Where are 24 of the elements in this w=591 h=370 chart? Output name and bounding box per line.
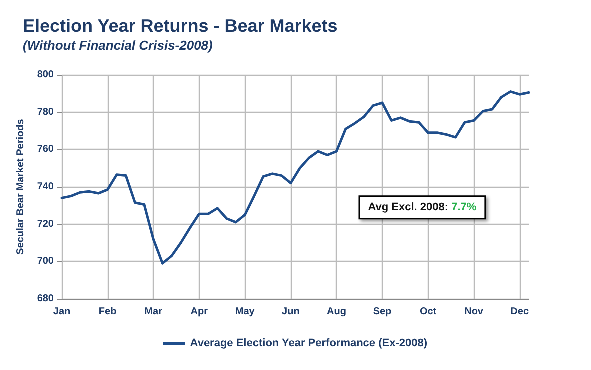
x-tick-label: Jan: [53, 306, 71, 318]
y-tick-label: 680: [37, 294, 54, 304]
y-axis-title: Secular Bear Market Periods: [16, 118, 26, 255]
line-series: [60, 90, 530, 265]
x-tick-label: Dec: [510, 306, 530, 318]
chart-title: Election Year Returns - Bear Markets: [23, 16, 338, 36]
y-tick-label: 700: [37, 256, 54, 268]
x-tick-label: Mar: [144, 306, 163, 318]
x-tick-label: May: [235, 306, 256, 318]
chart-subtitle: (Without Financial Crisis-2008): [23, 38, 213, 53]
x-tick-label: Apr: [190, 306, 208, 318]
x-tick-label: Aug: [326, 306, 346, 318]
x-tick-label: Nov: [464, 306, 484, 318]
annotation: Avg Excl. 2008: 7.7%: [368, 202, 477, 214]
x-tick-label: Sep: [373, 306, 392, 318]
x-tick-label: Jun: [282, 306, 300, 318]
legend-label: Average Election Year Performance (Ex-2008): [190, 338, 428, 350]
y-tick-label: 720: [37, 218, 54, 230]
x-tick-label: Feb: [98, 306, 117, 318]
y-tick-label: 780: [37, 106, 54, 118]
y-tick-label: 740: [37, 182, 54, 192]
y-tick-label: 800: [37, 70, 54, 80]
y-tick-label: 760: [37, 144, 54, 156]
x-tick-label: Oct: [420, 306, 438, 318]
